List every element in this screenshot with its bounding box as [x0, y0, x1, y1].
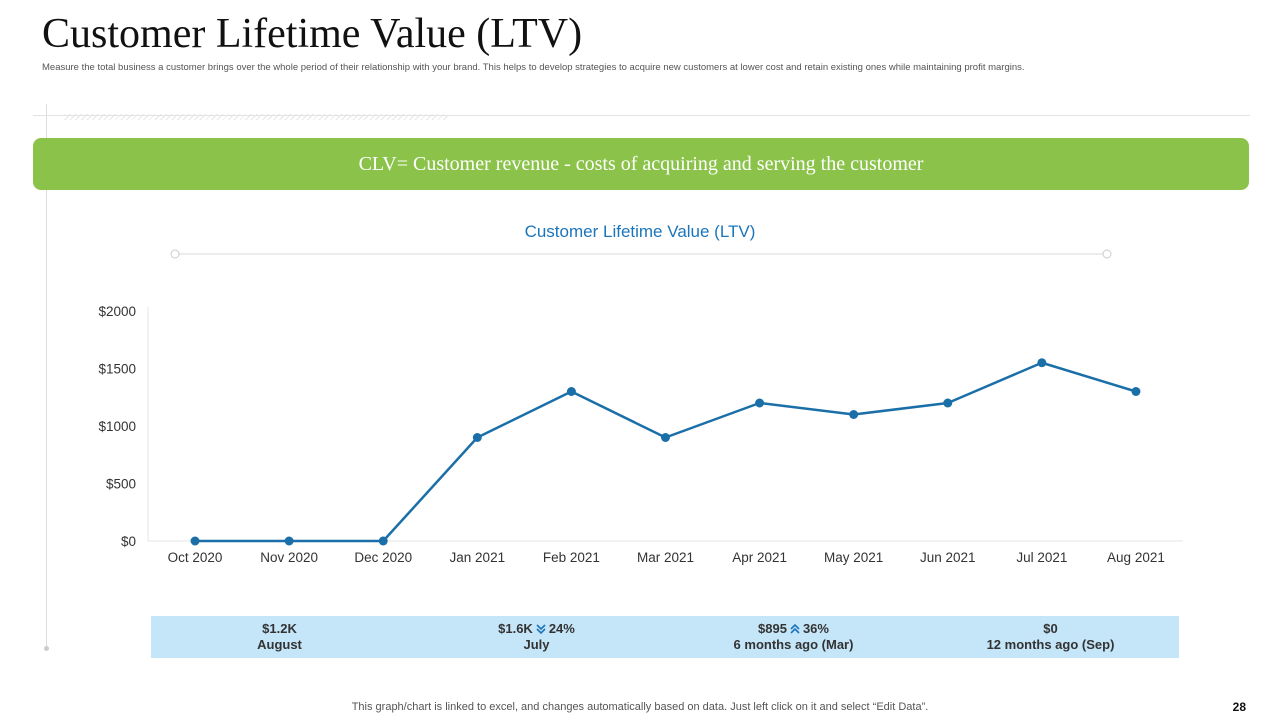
x-axis-ticks: Oct 2020 Nov 2020 Dec 2020 Jan 2021 Feb 2021…	[168, 550, 1165, 565]
stat-value: $1.2K	[262, 621, 297, 636]
data-point[interactable]	[378, 536, 388, 546]
x-tick-label: Oct 2020	[168, 550, 223, 565]
y-tick-label: $500	[106, 477, 136, 492]
y-tick-label: $1500	[98, 362, 136, 377]
page-title: Customer Lifetime Value (LTV)	[42, 11, 583, 57]
stat-label: July	[523, 637, 550, 652]
chevrons-down-icon	[535, 623, 547, 635]
stat-value: $895	[758, 621, 787, 636]
series-line-ltv	[195, 361, 1137, 543]
data-point[interactable]	[943, 398, 953, 408]
stat-change: 24%	[548, 621, 575, 636]
data-point[interactable]	[1037, 358, 1047, 368]
stat-change: 36%	[802, 621, 829, 636]
decorative-hatch	[64, 114, 448, 120]
y-tick-label: $0	[121, 534, 136, 549]
x-tick-label: Dec 2020	[354, 550, 412, 565]
x-tick-label: Apr 2021	[732, 550, 787, 565]
x-tick-label: Jul 2021	[1016, 550, 1067, 565]
y-axis-ticks: $0 $500 $1000 $1500 $2000	[98, 304, 136, 549]
footer-note: This graph/chart is linked to excel, and…	[351, 701, 929, 713]
chart-title: Customer Lifetime Value (LTV)	[525, 222, 756, 241]
series-points	[190, 358, 1141, 546]
data-point[interactable]	[284, 536, 294, 546]
x-tick-label: Feb 2021	[543, 550, 600, 565]
stat-12-months-ago: $0 12 months ago (Sep)	[922, 616, 1179, 658]
stat-value: $1.6K	[498, 621, 533, 636]
data-point[interactable]	[1131, 387, 1141, 396]
formula-banner: CLV= Customer revenue - costs of acquiri…	[33, 138, 1249, 190]
stat-value: $0	[1043, 621, 1058, 636]
data-point[interactable]	[849, 410, 859, 419]
stat-label: 12 months ago (Sep)	[986, 637, 1115, 652]
stat-label: 6 months ago (Mar)	[733, 637, 854, 652]
decorative-dot	[44, 646, 49, 651]
x-tick-label: Jan 2021	[450, 550, 506, 565]
data-point[interactable]	[755, 398, 765, 408]
data-point[interactable]	[566, 387, 576, 396]
stats-bar: $1.2K August $1.6K 24% July $895 36% 6 m…	[151, 616, 1179, 658]
y-tick-label: $1000	[98, 419, 136, 434]
x-tick-label: Mar 2021	[637, 550, 694, 565]
x-tick-label: Jun 2021	[920, 550, 976, 565]
stat-july: $1.6K 24% July	[408, 616, 665, 658]
formula-text: CLV= Customer revenue - costs of acquiri…	[358, 152, 924, 175]
stat-label: August	[257, 637, 302, 652]
y-tick-label: $2000	[98, 304, 136, 319]
chevrons-up-icon	[789, 623, 801, 635]
stat-6-months-ago: $895 36% 6 months ago (Mar)	[665, 616, 922, 658]
decorative-horizontal-line	[33, 115, 1250, 116]
x-tick-label: May 2021	[824, 550, 883, 565]
divider-right-dot	[1102, 249, 1112, 259]
chart-title-divider	[170, 249, 1112, 259]
data-point[interactable]	[472, 433, 482, 442]
page-subtitle: Measure the total business a customer br…	[42, 62, 1025, 73]
divider-left-dot	[170, 249, 180, 259]
x-tick-label: Nov 2020	[260, 550, 318, 565]
decorative-vertical-line	[46, 104, 47, 649]
x-tick-label: Aug 2021	[1107, 550, 1165, 565]
page-number: 28	[1232, 700, 1246, 714]
data-point[interactable]	[661, 433, 670, 442]
stat-august: $1.2K August	[151, 616, 408, 658]
data-point[interactable]	[190, 536, 200, 546]
